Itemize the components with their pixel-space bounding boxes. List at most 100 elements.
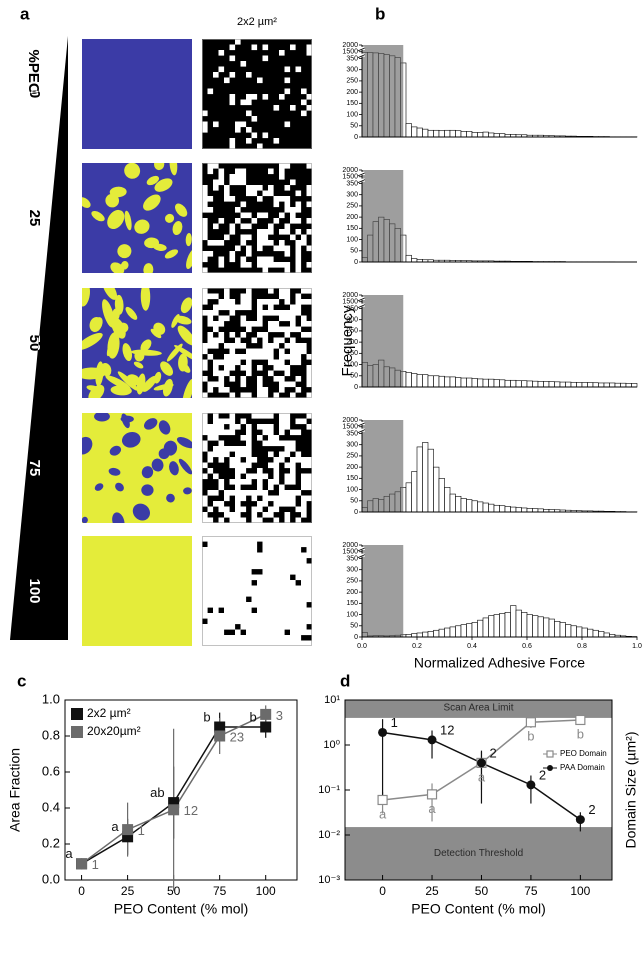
pixel xyxy=(268,424,274,430)
pixel xyxy=(240,479,247,485)
pixel xyxy=(246,370,252,377)
domain xyxy=(154,163,165,171)
pixel xyxy=(240,624,247,630)
panel-label: c xyxy=(17,671,26,690)
pixel xyxy=(202,473,208,480)
pixel xyxy=(240,495,247,502)
histogram-bar xyxy=(449,376,456,388)
histogram-bar xyxy=(493,504,500,513)
pixel xyxy=(202,424,208,430)
pixel xyxy=(262,343,269,349)
pixel xyxy=(262,424,269,430)
pixel xyxy=(202,629,208,636)
pixel xyxy=(284,574,291,581)
pixel xyxy=(246,251,252,257)
domain xyxy=(183,487,192,495)
pixel xyxy=(306,288,312,294)
domain xyxy=(140,288,151,311)
pixel xyxy=(224,635,230,641)
pixel xyxy=(202,635,208,641)
domain xyxy=(132,503,150,521)
pixel xyxy=(301,541,307,548)
y-tick-label: 50 xyxy=(350,123,358,130)
pixel xyxy=(246,392,252,398)
pixel xyxy=(240,541,247,548)
pixel xyxy=(262,591,269,597)
pixel xyxy=(235,462,241,469)
pixel xyxy=(273,376,280,382)
pixel xyxy=(284,315,291,322)
pixel xyxy=(229,457,236,463)
y-tick-label: 150 xyxy=(346,225,358,232)
pixel xyxy=(229,569,236,575)
pixel xyxy=(213,574,219,581)
pixel xyxy=(213,580,219,586)
pixel xyxy=(301,288,307,294)
pixel xyxy=(224,607,230,614)
pixel xyxy=(202,591,208,597)
histogram-bar xyxy=(521,380,528,388)
pixel xyxy=(279,613,285,619)
domain xyxy=(120,261,129,270)
pixel xyxy=(229,558,236,564)
pixel xyxy=(273,299,280,305)
pixel xyxy=(246,99,252,106)
pixel xyxy=(218,541,225,548)
pixel xyxy=(257,262,263,268)
pixel xyxy=(224,552,230,559)
pixel xyxy=(246,490,252,496)
pixel xyxy=(202,110,208,117)
pixel xyxy=(229,580,236,586)
pixel xyxy=(207,163,214,169)
pixel xyxy=(240,607,247,614)
pixel xyxy=(224,536,230,542)
pixel xyxy=(284,473,291,480)
pixel xyxy=(257,256,263,263)
pixel xyxy=(218,547,225,553)
pixel xyxy=(284,591,291,597)
pixel xyxy=(246,618,252,625)
pixel xyxy=(213,179,219,186)
x-tick-label: 100 xyxy=(570,884,590,898)
pixel xyxy=(306,245,312,252)
histogram-bar xyxy=(598,382,605,388)
pixel xyxy=(213,163,219,169)
pixel xyxy=(213,536,219,542)
pixel xyxy=(202,201,208,208)
pixel xyxy=(262,558,269,564)
pixel xyxy=(290,490,296,496)
pixel xyxy=(279,315,285,322)
pixel xyxy=(246,262,252,268)
pixel xyxy=(213,501,219,507)
pixel xyxy=(218,506,225,513)
pixel xyxy=(306,495,312,502)
pixel xyxy=(295,541,302,548)
pixel xyxy=(301,624,307,630)
pixel xyxy=(229,332,236,338)
pixel xyxy=(207,547,214,553)
pixel xyxy=(306,536,312,542)
pixel xyxy=(257,234,263,241)
y-tick-label: 50 xyxy=(350,373,358,380)
x-tick-label: 0.2 xyxy=(412,643,422,650)
point-label: a xyxy=(111,819,119,834)
pixel xyxy=(207,596,214,603)
pixel xyxy=(279,602,285,608)
pixel xyxy=(240,591,247,597)
pixel xyxy=(246,602,252,608)
pixel xyxy=(213,310,219,316)
pixel xyxy=(268,348,274,355)
histogram-bar xyxy=(416,632,423,638)
pixel xyxy=(290,640,296,646)
pixel xyxy=(306,552,312,559)
pixel xyxy=(262,473,269,480)
pixel xyxy=(284,547,291,553)
pixel xyxy=(235,179,241,186)
pixel xyxy=(290,359,296,366)
pixel xyxy=(257,77,263,84)
pixel xyxy=(301,321,307,327)
pixel xyxy=(207,207,214,213)
pixel xyxy=(290,558,296,564)
pixel xyxy=(202,376,208,382)
pixel xyxy=(246,457,252,463)
